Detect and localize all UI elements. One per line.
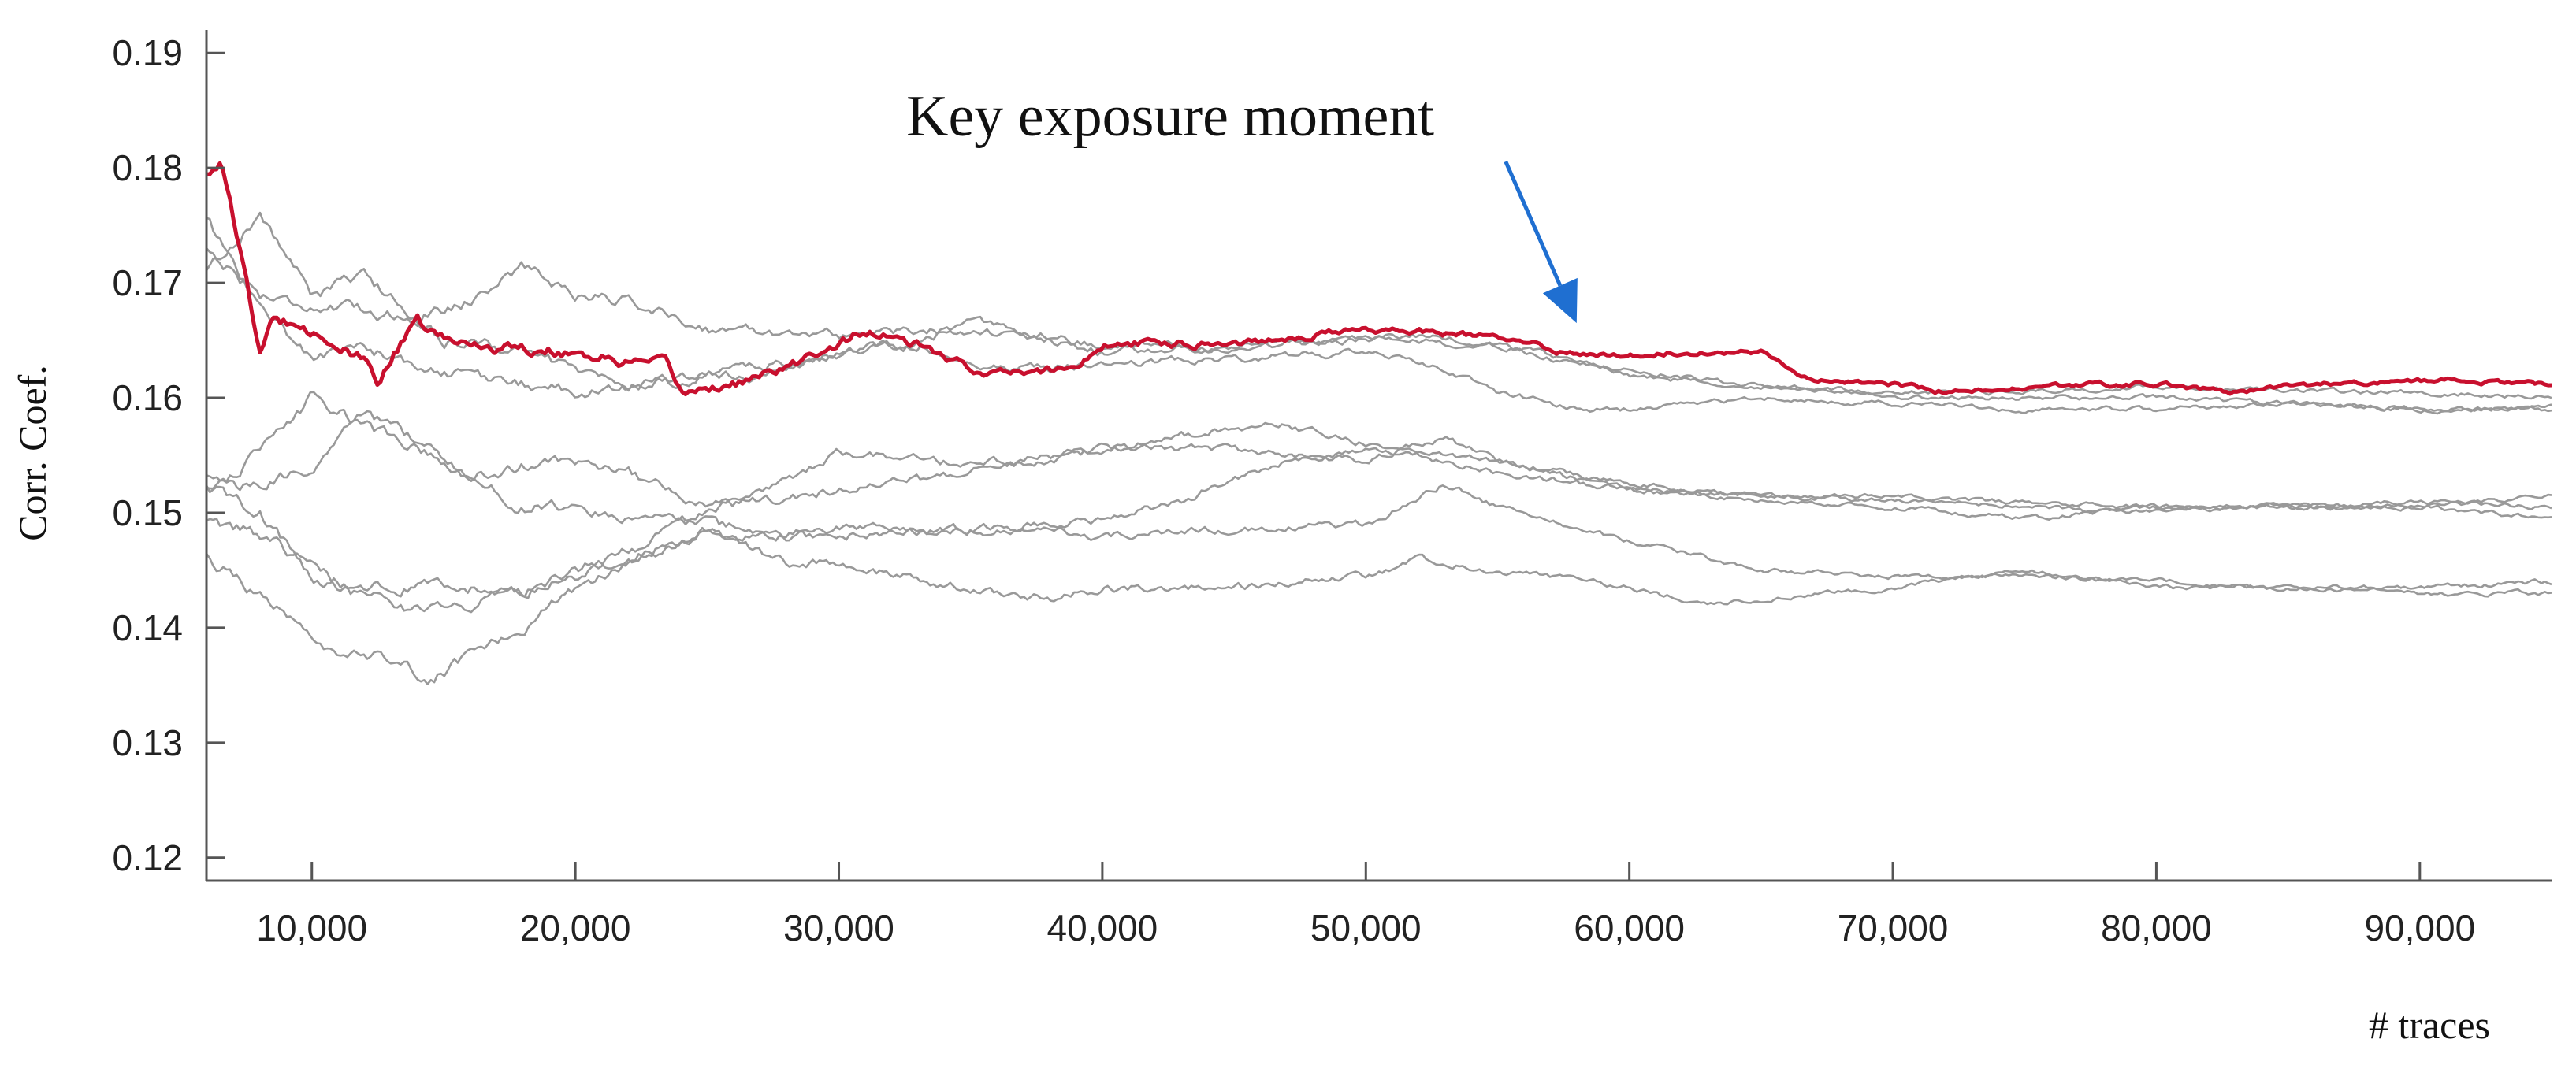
x-tick-label: 60,000 (1574, 907, 1685, 948)
axes (205, 30, 2552, 882)
y-tick-label: 0.16 (112, 377, 183, 418)
annotation-arrow-shaft (1504, 161, 1563, 287)
series-line (206, 436, 2552, 614)
y-axis-title: Corr. Coef. (10, 365, 54, 541)
x-tick-label: 40,000 (1047, 907, 1158, 948)
ticks: 0.12 0.13 0.14 0.15 0.16 0.17 0.18 0.19 10,000 20… (112, 32, 2475, 948)
x-tick-label: 20,000 (520, 907, 631, 948)
series-line (206, 217, 2552, 415)
x-tick-label: 70,000 (1838, 907, 1949, 948)
y-tick-label: 0.17 (112, 262, 183, 303)
x-tick-label: 50,000 (1310, 907, 1422, 948)
series-line (206, 247, 2552, 400)
series-line (205, 484, 2552, 598)
x-tick-label: 10,000 (256, 907, 367, 948)
y-tick-label: 0.19 (112, 32, 183, 73)
x-tick-label: 90,000 (2364, 907, 2475, 948)
annotation-arrow-head (1542, 277, 1578, 324)
y-tick-label: 0.12 (112, 837, 183, 878)
annotation: Key exposure moment (906, 84, 1578, 324)
x-axis-title: # traces (2369, 1003, 2490, 1047)
series-layer (205, 161, 2552, 685)
y-tick-label: 0.14 (112, 607, 183, 648)
highlighted-series-line (206, 161, 2552, 396)
y-tick-label: 0.15 (112, 492, 183, 533)
series-line (205, 211, 2552, 414)
annotation-text: Key exposure moment (906, 84, 1434, 149)
x-tick-label: 30,000 (783, 907, 894, 948)
series-line (206, 410, 2552, 519)
y-tick-label: 0.18 (112, 147, 183, 188)
series-line (205, 528, 2552, 685)
x-tick-label: 80,000 (2101, 907, 2212, 948)
series-line (206, 391, 2552, 542)
y-tick-label: 0.13 (112, 722, 183, 763)
